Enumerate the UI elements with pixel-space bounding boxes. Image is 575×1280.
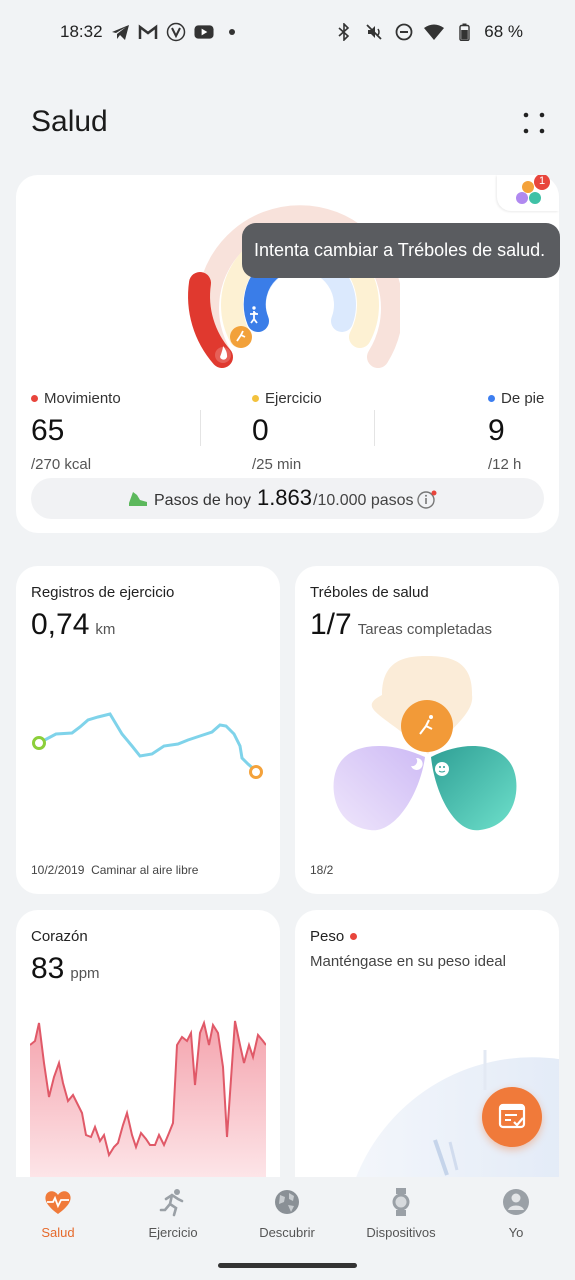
weight-alert-dot: [350, 933, 358, 940]
nav-label: Dispositivos: [366, 1225, 436, 1240]
clover-icon: [516, 174, 550, 204]
vpn-icon: [166, 22, 186, 42]
steps-count: 1.863: [256, 485, 313, 510]
heart-rate-card[interactable]: Corazón 83 ppm: [16, 910, 280, 1180]
exercise-value: 0: [252, 414, 269, 447]
telegram-icon: [110, 22, 130, 42]
status-bar: 18:32 68 %: [0, 0, 575, 64]
exercise-type: Caminar al aire libre: [91, 863, 199, 877]
exercise-date: 10/2/2019: [31, 863, 85, 877]
steps-label: Pasos de hoy: [154, 492, 251, 509]
move-label: Movimiento: [44, 390, 121, 407]
nav-label: Ejercicio: [148, 1225, 198, 1240]
steps-goal: /10.000 pasos: [313, 492, 414, 509]
move-metric: Movimiento 65 /270 kcal: [31, 390, 121, 473]
health-clover-card[interactable]: Tréboles de salud 1/7 Tareas completadas…: [295, 566, 559, 894]
system-icons: 68 %: [334, 22, 523, 42]
tasks-unit: Tareas completadas: [357, 621, 492, 638]
more-options-button[interactable]: [519, 108, 549, 138]
move-dot: [31, 395, 38, 402]
heart-rate-value: 83: [31, 952, 65, 985]
gmail-icon: [138, 22, 158, 42]
card-title: Peso: [310, 928, 345, 945]
nav-label: Yo: [508, 1225, 524, 1240]
shoe-icon: [129, 492, 147, 506]
bluetooth-icon: [334, 22, 354, 42]
heart-rate-unit: ppm: [70, 965, 100, 982]
notification-badge: 1: [539, 175, 546, 187]
watch-icon: [392, 1188, 410, 1216]
running-icon: [159, 1189, 184, 1217]
exercise-goal: /25 min: [252, 456, 302, 473]
move-value: 65: [31, 414, 65, 447]
nav-label: Descubrir: [259, 1225, 315, 1240]
home-indicator[interactable]: [218, 1263, 357, 1268]
youtube-icon: [194, 22, 214, 42]
divider: [200, 410, 201, 446]
heart-rate-chart: [30, 1019, 266, 1180]
exercise-label: Ejercicio: [265, 390, 322, 407]
nav-label: Salud: [41, 1225, 75, 1240]
battery-icon: [454, 22, 474, 42]
status-time: 18:32: [60, 22, 103, 41]
distance-unit: km: [95, 621, 116, 638]
mute-icon: [364, 22, 384, 42]
card-title: Corazón: [31, 928, 88, 945]
route-map: [32, 712, 263, 779]
card-title: Tréboles de salud: [310, 584, 429, 601]
clover-chart: [333, 656, 517, 831]
exercise-footer: 10/2/2019 Caminar al aire libre: [31, 863, 198, 877]
stand-goal: /12 h: [488, 456, 522, 473]
stand-value: 9: [488, 414, 505, 447]
stand-label: De pie: [501, 390, 545, 407]
globe-icon: [275, 1190, 299, 1214]
nav-descubrir[interactable]: Descubrir: [237, 1187, 337, 1240]
dot-icon: [222, 22, 242, 42]
clover-date: 18/2: [310, 863, 334, 877]
add-record-button[interactable]: [482, 1087, 542, 1147]
dnd-icon: [394, 22, 414, 42]
bottom-navigation: Salud Ejercicio Descubrir Dispositivos Y…: [0, 1177, 575, 1280]
clover-switch-button[interactable]: 1: [497, 174, 559, 211]
activity-rings: [188, 205, 400, 368]
notes-check-icon: [498, 1103, 526, 1129]
wifi-icon: [424, 22, 445, 42]
info-icon[interactable]: [416, 489, 438, 511]
tasks-value: 1/7: [310, 608, 352, 641]
page-title: Salud: [31, 105, 108, 138]
exercise-records-card[interactable]: Registros de ejercicio 0,74 km 10/2/2019…: [16, 566, 280, 894]
exercise-dot: [252, 395, 259, 402]
weight-subtitle: Manténgase en su peso ideal: [310, 953, 506, 970]
notification-icons: [110, 22, 242, 42]
stand-metric: De pie 9 /12 h: [488, 390, 544, 473]
nav-salud[interactable]: Salud: [8, 1187, 108, 1240]
exercise-metric: Ejercicio 0 /25 min: [252, 390, 322, 473]
distance-value: 0,74: [31, 608, 90, 641]
nav-yo[interactable]: Yo: [466, 1187, 566, 1240]
card-title: Registros de ejercicio: [31, 584, 175, 601]
grid-dots-icon: [523, 112, 545, 134]
nav-ejercicio[interactable]: Ejercicio: [123, 1187, 223, 1240]
nav-dispositivos[interactable]: Dispositivos: [351, 1187, 451, 1240]
move-goal: /270 kcal: [31, 456, 92, 473]
steps-bar[interactable]: Pasos de hoy 1.863 /10.000 pasos: [31, 478, 544, 519]
tip-tooltip[interactable]: Intenta cambiar a Tréboles de salud.: [242, 223, 560, 278]
stand-dot: [488, 395, 495, 402]
divider: [374, 410, 375, 446]
battery-percent: 68 %: [484, 22, 523, 41]
heart-pulse-icon: [45, 1191, 71, 1214]
user-icon: [503, 1189, 529, 1215]
